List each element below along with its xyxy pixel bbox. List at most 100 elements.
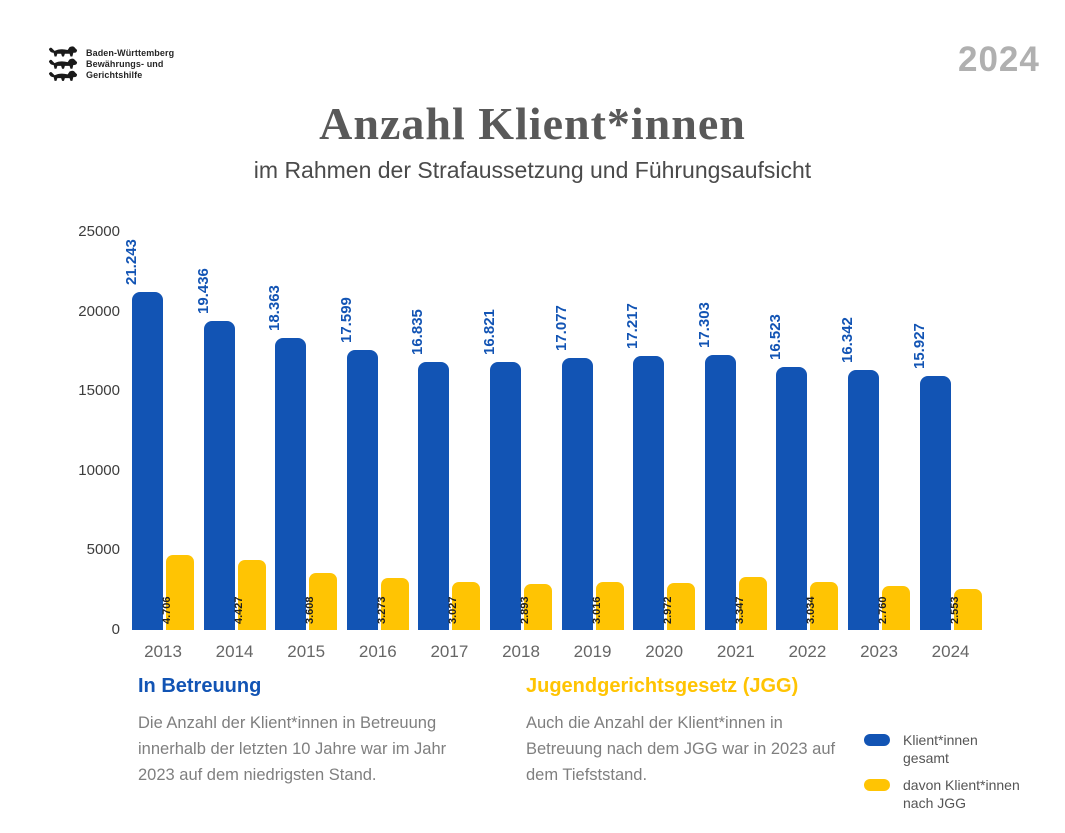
bar-jgg-2015 <box>309 572 338 630</box>
bar-group-2018: 16.821 2.893 2018 <box>481 232 552 661</box>
bar-group-2020: 17.217 2.972 2020 <box>624 232 696 661</box>
bar-group-2023: 16.342 2.760 2023 <box>839 232 910 661</box>
x-axis-category-label: 2014 <box>215 642 254 661</box>
bar-total-2016 <box>346 349 378 630</box>
x-axis-category-label: 2023 <box>860 642 898 661</box>
legend-swatch-jgg-icon <box>864 779 890 791</box>
year-badge: 2024 <box>958 40 1040 79</box>
note-heading-betreuung: In Betreuung <box>138 675 262 697</box>
x-axis-category-label: 2024 <box>931 642 970 661</box>
bar-chart: 0 5000 10000 15000 20000 25000 21.243 4.706 201… <box>78 223 992 661</box>
bar-total-value-label: 17.599 <box>337 296 355 343</box>
note-text-betreuung: Die Anzahl der Klient*innen in Betreuung… <box>138 714 447 784</box>
y-axis-tick-label: 15000 <box>78 382 120 400</box>
bar-total-value-label: 17.077 <box>552 305 570 352</box>
logo-line-2: Bewährungs- und <box>86 58 164 69</box>
bar-total-value-label: 16.523 <box>767 314 785 360</box>
bar-group-2019: 17.077 3.016 2019 <box>553 232 624 661</box>
bar-jgg-value-label: 3.027 <box>447 596 460 624</box>
logo-line-3: Gerichtshilfe <box>86 69 143 80</box>
bar-jgg-2022 <box>810 581 839 630</box>
x-axis-category-label: 2016 <box>358 642 397 661</box>
bar-jgg-2014 <box>237 559 266 630</box>
bar-jgg-value-label: 3.608 <box>304 596 317 624</box>
title-block: Anzahl Klient*innen im Rahmen der Strafa… <box>0 98 1065 184</box>
bar-total-2024 <box>919 376 951 630</box>
logo-line-1: Baden-Württemberg <box>86 47 175 58</box>
bar-jgg-value-label: 2.972 <box>662 596 675 624</box>
bar-group-2021: 17.303 3.347 2021 <box>696 232 767 661</box>
bar-group-2015: 18.363 3.608 2015 <box>266 232 338 661</box>
bw-logo: Baden-Württemberg Bewährungs- und Gerich… <box>48 45 174 83</box>
note-text-jgg: Auch die Anzahl der Klient*innen in Betr… <box>526 714 836 784</box>
logo-text: Baden-Württemberg Bewährungs- und Gerich… <box>86 48 174 81</box>
legend-label-jgg: davon Klient*innen nach JGG <box>903 777 1020 811</box>
bar-total-value-label: 15.927 <box>910 323 928 370</box>
x-axis-category-label: 2015 <box>287 642 326 661</box>
bar-group-2017: 16.835 3.027 2017 <box>409 232 481 661</box>
bar-total-value-label: 17.303 <box>695 301 713 348</box>
bar-jgg-value-label: 3.347 <box>733 596 746 624</box>
bar-total-2015 <box>275 337 307 630</box>
bar-group-2016: 17.599 3.273 2016 <box>338 232 409 661</box>
bar-jgg-2024 <box>953 589 982 630</box>
y-axis-tick-label: 0 <box>111 621 120 638</box>
bar-total-value-label: 19.436 <box>194 267 212 314</box>
legend-item-total: Klient*innen gesamt <box>864 731 1021 767</box>
x-axis-category-label: 2013 <box>144 642 182 661</box>
bar-total-value-label: 21.243 <box>123 238 140 285</box>
bar-group-2014: 19.436 4.427 2014 <box>195 232 266 661</box>
x-axis-category-label: 2019 <box>573 642 612 661</box>
y-axis-tick-label: 25000 <box>78 223 120 240</box>
bar-jgg-value-label: 2.553 <box>948 596 961 624</box>
bar-jgg-value-label: 3.016 <box>590 596 603 624</box>
bar-total-2018 <box>490 362 521 630</box>
bar-total-value-label: 18.363 <box>266 284 284 331</box>
bar-jgg-2016 <box>380 577 409 630</box>
bar-total-2021 <box>704 354 736 630</box>
chart-legend: Klient*innen gesamt davon Klient*innen n… <box>864 731 1021 812</box>
x-axis-category-label: 2022 <box>788 642 827 661</box>
bar-total-2020 <box>633 355 665 630</box>
x-axis-category-label: 2020 <box>645 642 684 661</box>
bar-total-value-label: 16.821 <box>481 309 498 356</box>
bar-total-2013 <box>132 291 163 630</box>
bar-total-2017 <box>418 362 450 630</box>
legend-swatch-total-icon <box>864 734 890 746</box>
bar-jgg-2017 <box>452 581 481 630</box>
bar-jgg-2013 <box>166 555 194 630</box>
y-axis-tick-label: 10000 <box>78 461 120 479</box>
y-axis-tick-label: 20000 <box>78 302 120 320</box>
bar-jgg-value-label: 3.034 <box>805 596 818 624</box>
bar-jgg-2018 <box>524 583 552 630</box>
x-axis-category-label: 2018 <box>502 642 540 661</box>
x-axis-category-label: 2021 <box>716 642 755 661</box>
bar-total-2023 <box>848 369 879 630</box>
bar-group-2013: 21.243 4.706 2013 <box>123 232 194 661</box>
page-title: Anzahl Klient*innen <box>319 98 746 149</box>
bar-jgg-value-label: 4.706 <box>161 596 173 624</box>
bar-jgg-2021 <box>738 576 767 630</box>
plot-area: 21.243 4.706 2013 19.436 4.427 2014 18.363 3.60… <box>123 232 992 661</box>
page-subtitle: im Rahmen der Strafaussetzung und Führun… <box>253 157 812 183</box>
bar-jgg-value-label: 2.893 <box>519 596 531 624</box>
legend-item-jgg: davon Klient*innen nach JGG <box>864 776 1021 812</box>
bar-jgg-value-label: 4.427 <box>232 596 245 624</box>
y-axis-tick-label: 5000 <box>86 541 120 559</box>
bar-group-2022: 16.523 3.034 2022 <box>767 232 839 661</box>
note-heading-jgg: Jugendgerichtsgesetz (JGG) <box>526 675 799 697</box>
bar-total-2022 <box>776 366 808 630</box>
x-axis-category-label: 2017 <box>430 642 469 661</box>
bar-total-value-label: 17.217 <box>624 303 642 349</box>
bar-total-value-label: 16.342 <box>839 316 856 363</box>
legend-label-total: Klient*innen gesamt <box>903 732 978 766</box>
bar-jgg-value-label: 2.760 <box>877 596 889 624</box>
bar-jgg-2020 <box>667 582 696 630</box>
bar-group-2024: 15.927 2.553 2024 <box>911 232 982 661</box>
bar-jgg-2019 <box>595 582 624 630</box>
bar-total-2014 <box>203 320 235 630</box>
bar-jgg-2023 <box>882 586 910 630</box>
bar-total-value-label: 16.835 <box>409 309 427 355</box>
bar-total-2019 <box>561 358 593 630</box>
